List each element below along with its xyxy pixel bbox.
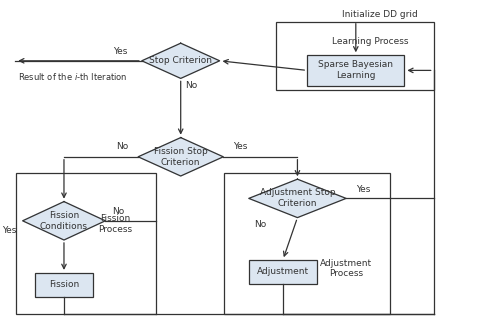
Text: Adjustment
Process: Adjustment Process bbox=[320, 259, 372, 278]
Polygon shape bbox=[142, 43, 219, 78]
FancyBboxPatch shape bbox=[35, 273, 93, 297]
Text: Fission: Fission bbox=[49, 280, 79, 289]
FancyBboxPatch shape bbox=[307, 55, 404, 86]
Text: Initialize DD grid: Initialize DD grid bbox=[342, 10, 418, 19]
Text: No: No bbox=[254, 220, 266, 229]
Text: Adjustment Stop
Criterion: Adjustment Stop Criterion bbox=[260, 188, 335, 208]
Text: Stop Criterion: Stop Criterion bbox=[149, 56, 212, 65]
Text: Result of the $i$-th Iteration: Result of the $i$-th Iteration bbox=[18, 71, 127, 82]
Polygon shape bbox=[249, 179, 346, 218]
Text: Fission
Process: Fission Process bbox=[98, 214, 132, 234]
Text: Yes: Yes bbox=[113, 47, 127, 56]
Text: No: No bbox=[113, 207, 125, 216]
Polygon shape bbox=[138, 138, 223, 176]
FancyBboxPatch shape bbox=[249, 260, 317, 284]
Text: No: No bbox=[185, 81, 198, 90]
Text: Sparse Bayesian
Learning: Sparse Bayesian Learning bbox=[318, 60, 393, 80]
Text: Fission Stop
Criterion: Fission Stop Criterion bbox=[154, 147, 208, 167]
Text: Yes: Yes bbox=[2, 226, 17, 235]
Text: Fission
Conditions: Fission Conditions bbox=[40, 211, 88, 231]
Text: Yes: Yes bbox=[233, 142, 247, 151]
Text: No: No bbox=[116, 142, 128, 151]
Text: Adjustment: Adjustment bbox=[257, 268, 309, 276]
Text: Learning Process: Learning Process bbox=[333, 37, 409, 46]
Text: Yes: Yes bbox=[356, 185, 370, 194]
Polygon shape bbox=[23, 202, 105, 240]
